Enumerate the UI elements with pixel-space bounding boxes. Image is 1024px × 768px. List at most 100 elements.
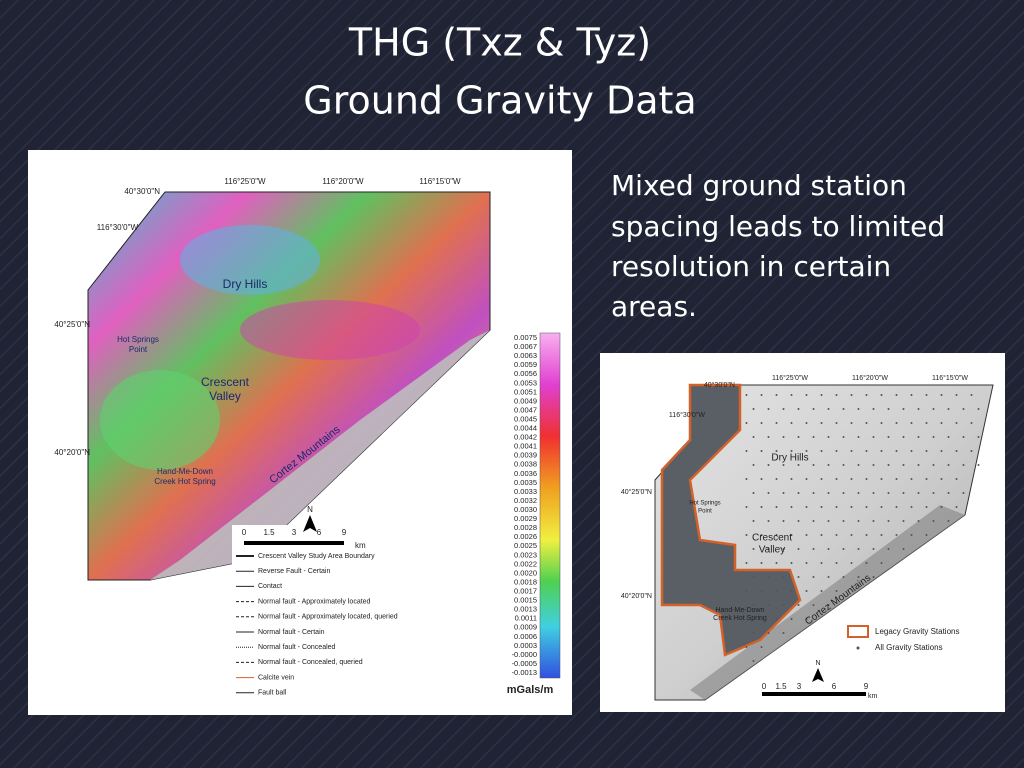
station-dot [902, 548, 905, 550]
station-dot [887, 464, 890, 466]
station-dot [857, 464, 860, 466]
station-dot [745, 450, 748, 452]
scale-label: 0 [762, 682, 767, 691]
station-dot [850, 450, 853, 452]
place-label: Point [698, 509, 712, 515]
scale-label: 6 [317, 528, 322, 537]
coordinate-label: 116°20'0"W [322, 177, 364, 186]
station-dot [940, 478, 943, 480]
station-dot [797, 548, 800, 550]
station-dot [752, 548, 755, 550]
station-dot [820, 506, 823, 508]
station-dot [745, 590, 748, 592]
station-dot [925, 506, 928, 508]
station-dot [812, 604, 815, 606]
station-dot [880, 478, 883, 480]
station-dot [887, 520, 890, 522]
place-label: Valley [209, 389, 241, 403]
legend-label: Normal fault - Approximately located, qu… [258, 614, 398, 621]
station-dot [865, 562, 868, 564]
station-dot [775, 422, 778, 424]
legend-label: Crescent Valley Study Area Boundary [258, 553, 375, 560]
station-dot [932, 436, 935, 438]
station-dot [805, 450, 808, 452]
colorbar-label: 0.0011 [515, 614, 537, 623]
station-dot [812, 576, 815, 578]
station-dot [842, 548, 845, 550]
station-dot [902, 520, 905, 522]
place-label: Creek Hot Spring [713, 615, 767, 622]
station-dot [760, 590, 763, 592]
left-map [28, 150, 572, 715]
scale-label: 0 [242, 528, 247, 537]
colorbar-label: 0.0020 [514, 568, 537, 577]
colorbar-label: 0.0035 [514, 478, 537, 487]
station-dot [857, 436, 860, 438]
coordinate-label: 116°30'0"W [97, 223, 139, 232]
place-label: Hand-Me-Down [157, 467, 213, 476]
body-line: Mixed ground station [611, 169, 907, 202]
title-line: THG (Txz & Tyz) [348, 21, 651, 65]
station-dot [760, 422, 763, 424]
colorbar-label: 0.0006 [514, 632, 537, 641]
station-dot [955, 478, 958, 480]
station-dot [880, 534, 883, 536]
station-dot [827, 576, 830, 578]
colorbar-label: 0.0056 [514, 369, 537, 378]
station-dot [977, 408, 980, 410]
station-dot [910, 506, 913, 508]
station-dot [895, 534, 898, 536]
station-dot [820, 590, 823, 592]
station-dot [812, 520, 815, 522]
station-dot [895, 478, 898, 480]
station-dot [752, 520, 755, 522]
mountains [690, 505, 965, 700]
scale-label: 3 [292, 528, 297, 537]
colorbar-label: 0.0036 [514, 469, 537, 478]
station-dot [977, 464, 980, 466]
station-dot [767, 520, 770, 522]
scale-label: 9 [864, 682, 869, 691]
station-dot [857, 548, 860, 550]
scale-label: 3 [797, 682, 802, 691]
station-dot [962, 408, 965, 410]
station-dot [820, 534, 823, 536]
colorbar-label: 0.0045 [514, 414, 537, 423]
colorbar-unit: mGals/m [507, 684, 554, 696]
station-dot [902, 492, 905, 494]
north-arrow [303, 515, 317, 532]
scale-label: 6 [832, 682, 837, 691]
station-dot [805, 478, 808, 480]
station-dot [835, 562, 838, 564]
station-dot [850, 478, 853, 480]
station-dot [767, 464, 770, 466]
station-dot [925, 450, 928, 452]
station-dot [820, 478, 823, 480]
coordinate-label: 116°30'0"W [669, 411, 705, 419]
station-dot [805, 618, 808, 620]
station-dot [880, 450, 883, 452]
scale-bar [762, 692, 866, 696]
station-dot [760, 478, 763, 480]
station-dot [835, 506, 838, 508]
station-dot [902, 464, 905, 466]
station-dot [947, 408, 950, 410]
body-line: areas. [611, 290, 697, 323]
station-dot [812, 492, 815, 494]
station-dot [880, 506, 883, 508]
station-dot [962, 436, 965, 438]
station-dot [745, 646, 748, 648]
colorbar-label: 0.0063 [514, 351, 537, 360]
colorbar-label: 0.0030 [514, 505, 537, 514]
station-dot [767, 492, 770, 494]
coordinate-label: 40°20'0"N [54, 448, 90, 457]
station-dot [782, 576, 785, 578]
station-dot [887, 436, 890, 438]
station-dot [797, 464, 800, 466]
station-dot [812, 464, 815, 466]
station-dot [857, 576, 860, 578]
station-dot [872, 520, 875, 522]
colorbar [539, 332, 561, 679]
